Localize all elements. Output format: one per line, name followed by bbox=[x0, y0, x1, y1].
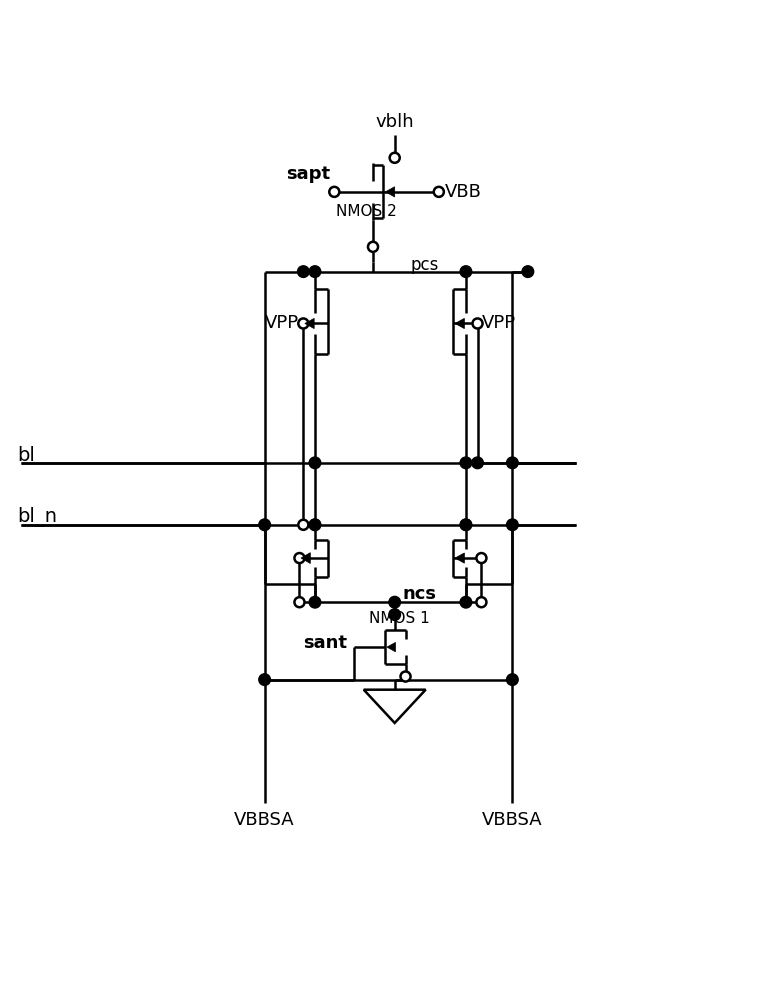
Circle shape bbox=[507, 457, 518, 469]
Text: pcs: pcs bbox=[410, 256, 438, 274]
Circle shape bbox=[460, 266, 472, 277]
Polygon shape bbox=[301, 553, 310, 563]
Circle shape bbox=[309, 519, 321, 531]
Circle shape bbox=[507, 674, 518, 685]
Polygon shape bbox=[305, 318, 314, 329]
Circle shape bbox=[309, 266, 321, 277]
Circle shape bbox=[400, 671, 410, 682]
Polygon shape bbox=[387, 642, 395, 652]
Circle shape bbox=[472, 318, 483, 329]
Circle shape bbox=[389, 153, 399, 163]
Polygon shape bbox=[385, 187, 395, 197]
Text: ncs: ncs bbox=[402, 585, 437, 603]
Polygon shape bbox=[455, 553, 465, 563]
Circle shape bbox=[460, 519, 472, 531]
Circle shape bbox=[259, 674, 270, 685]
Circle shape bbox=[388, 609, 400, 620]
Circle shape bbox=[259, 519, 270, 531]
Text: VBBSA: VBBSA bbox=[235, 811, 295, 829]
Text: sapt: sapt bbox=[286, 165, 330, 183]
Circle shape bbox=[309, 457, 321, 469]
Text: VPP: VPP bbox=[265, 314, 299, 332]
Circle shape bbox=[298, 266, 309, 277]
Text: NMOS 2: NMOS 2 bbox=[336, 204, 396, 219]
Circle shape bbox=[298, 520, 308, 530]
Circle shape bbox=[472, 457, 483, 469]
Circle shape bbox=[329, 187, 340, 197]
Circle shape bbox=[476, 553, 486, 563]
Circle shape bbox=[294, 597, 305, 607]
Circle shape bbox=[476, 597, 486, 607]
Circle shape bbox=[309, 596, 321, 608]
Text: VPP: VPP bbox=[482, 314, 515, 332]
Circle shape bbox=[368, 242, 378, 252]
Circle shape bbox=[434, 187, 444, 197]
Text: NMOS 1: NMOS 1 bbox=[369, 611, 430, 626]
Text: bl: bl bbox=[17, 446, 35, 465]
Circle shape bbox=[388, 596, 400, 608]
Circle shape bbox=[460, 596, 472, 608]
Circle shape bbox=[522, 266, 534, 277]
Text: VBBSA: VBBSA bbox=[482, 811, 542, 829]
Text: sant: sant bbox=[304, 634, 347, 652]
Circle shape bbox=[460, 457, 472, 469]
Circle shape bbox=[298, 318, 308, 329]
Text: bl_n: bl_n bbox=[17, 507, 57, 527]
Text: vblh: vblh bbox=[375, 113, 414, 131]
Circle shape bbox=[507, 519, 518, 531]
Text: VBB: VBB bbox=[445, 183, 482, 201]
Polygon shape bbox=[455, 318, 465, 329]
Circle shape bbox=[294, 553, 305, 563]
Circle shape bbox=[461, 520, 471, 530]
Circle shape bbox=[310, 520, 320, 530]
